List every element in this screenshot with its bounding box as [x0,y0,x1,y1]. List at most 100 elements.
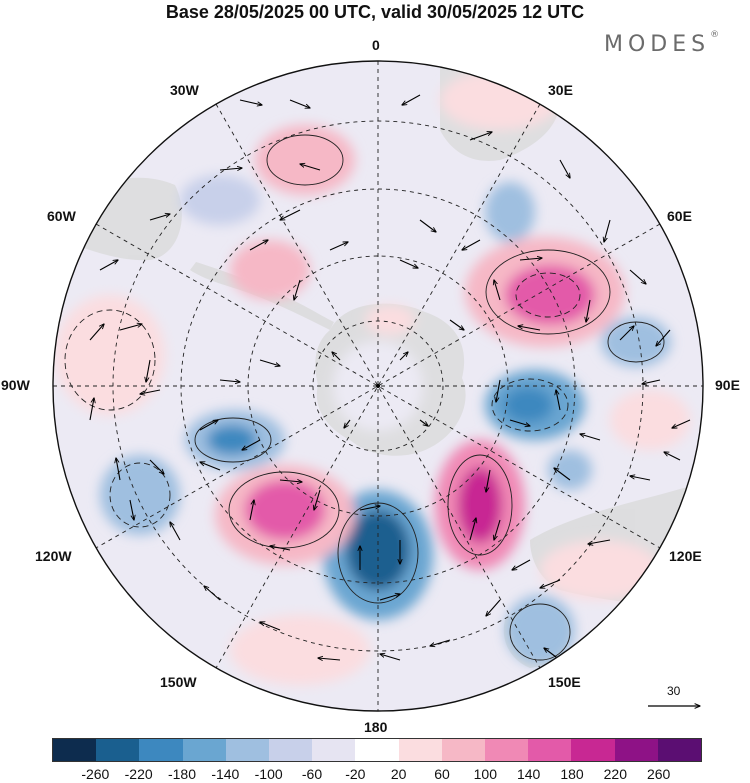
wind-vector [469,518,476,541]
wind-vector [486,599,501,616]
anomaly-pos-mild [230,240,310,300]
wind-vector-field [89,94,691,660]
wind-vector [242,439,261,450]
wind-vector [270,546,291,551]
wind-vector [402,94,421,105]
anomaly-pos-strong [245,480,325,540]
modes-logo: MODES® [604,30,720,57]
colorbar-swatch [485,739,529,761]
wind-vector [556,390,561,411]
wind-vector [588,539,611,544]
wind-vector [512,559,531,570]
contour-layer [64,134,665,661]
lon-label-120e: 120E [669,548,702,564]
lon-label-60w: 60W [47,208,76,224]
south-pole-dot [376,384,380,388]
colorbar-tick-label: 100 [473,766,498,782]
brand-text: MODES [604,32,711,57]
wind-vector [89,398,94,421]
colorbar-tick-label: 180 [560,766,584,782]
wind-vector [119,125,140,131]
wind-vector [629,269,646,284]
contour-line [485,249,611,335]
wind-vector [219,168,242,170]
colorbar-tick-label: 220 [603,766,628,782]
wind-vector [604,219,611,242]
wind-vector [146,359,151,382]
colorbar-swatch [355,739,399,761]
contour-line [194,417,272,463]
anomaly-pos-mild [365,305,415,335]
contour-line [515,272,581,318]
wind-vector [149,459,164,474]
colorbar [52,738,702,762]
wind-vector [318,658,341,660]
wind-vector [580,434,601,441]
anomaly-pos-strong [505,265,595,325]
registered-mark: ® [710,30,720,40]
contour-line [607,321,665,363]
lon-label-0: 0 [372,37,380,53]
wind-vector [239,99,262,105]
wind-vector [642,379,661,384]
lon-label-30e: 30E [548,82,573,98]
colorbar-tick-label: 260 [646,766,671,782]
colorbar-swatch [269,739,313,761]
anomaly-pos-mild [55,295,165,415]
anomaly-neg-strong [207,425,257,455]
wind-vector [462,239,481,250]
wind-vector [419,419,428,426]
wind-vector [332,352,341,361]
wind-vector [399,259,418,268]
colorbar-swatch [312,739,356,761]
wind-vector [359,506,380,511]
colorbar-swatch [441,739,486,761]
wind-vector [89,324,104,341]
wind-vector [672,419,691,428]
colorbar-swatch [571,739,615,761]
contour-line [509,603,571,661]
wind-vector [486,469,491,492]
anomaly-neg-mild [100,455,180,535]
wind-vector [279,480,302,482]
wind-vector [619,326,634,341]
reference-vector-label: 30 [667,684,681,698]
colorbar-tick-label: -260 [81,766,110,782]
graticule [53,61,703,711]
wind-vector [204,586,221,601]
colorbar-tick-label: -60 [301,766,323,782]
wind-vector [559,159,570,178]
colorbar-swatch [182,739,226,761]
wind-vector [519,258,542,260]
colorbar-tick-label: -100 [254,766,283,782]
colorbar-swatch [96,739,140,761]
anomaly-pos-mild [230,615,370,685]
lon-label-120w: 120W [35,548,72,564]
wind-vector [554,468,571,481]
wind-vector [630,476,651,481]
lon-label-150w: 150W [160,674,197,690]
wind-vector [494,280,501,301]
wind-vector [289,99,310,108]
wind-vector [119,324,142,331]
colorbar-swatch [225,739,270,761]
wind-vector [586,299,591,322]
wind-vector [140,389,161,394]
colorbar-swatch [53,739,97,761]
lon-label-90e: 90E [715,377,740,393]
colorbar-swatch [528,739,572,761]
lon-label-180: 180 [364,719,388,735]
wind-vector [540,579,561,588]
colorbar-swatch [139,739,183,761]
wind-vector [116,458,121,481]
wind-vector [329,242,348,251]
anomaly-neg-mild [180,175,260,225]
anomaly-pos-mild [540,540,660,600]
wind-vector [260,622,281,631]
colorbar-swatch [657,739,702,761]
wind-vector [300,164,321,171]
wind-vector [509,419,530,426]
anomaly-neg-mild [548,450,592,490]
wind-vector [259,359,280,366]
